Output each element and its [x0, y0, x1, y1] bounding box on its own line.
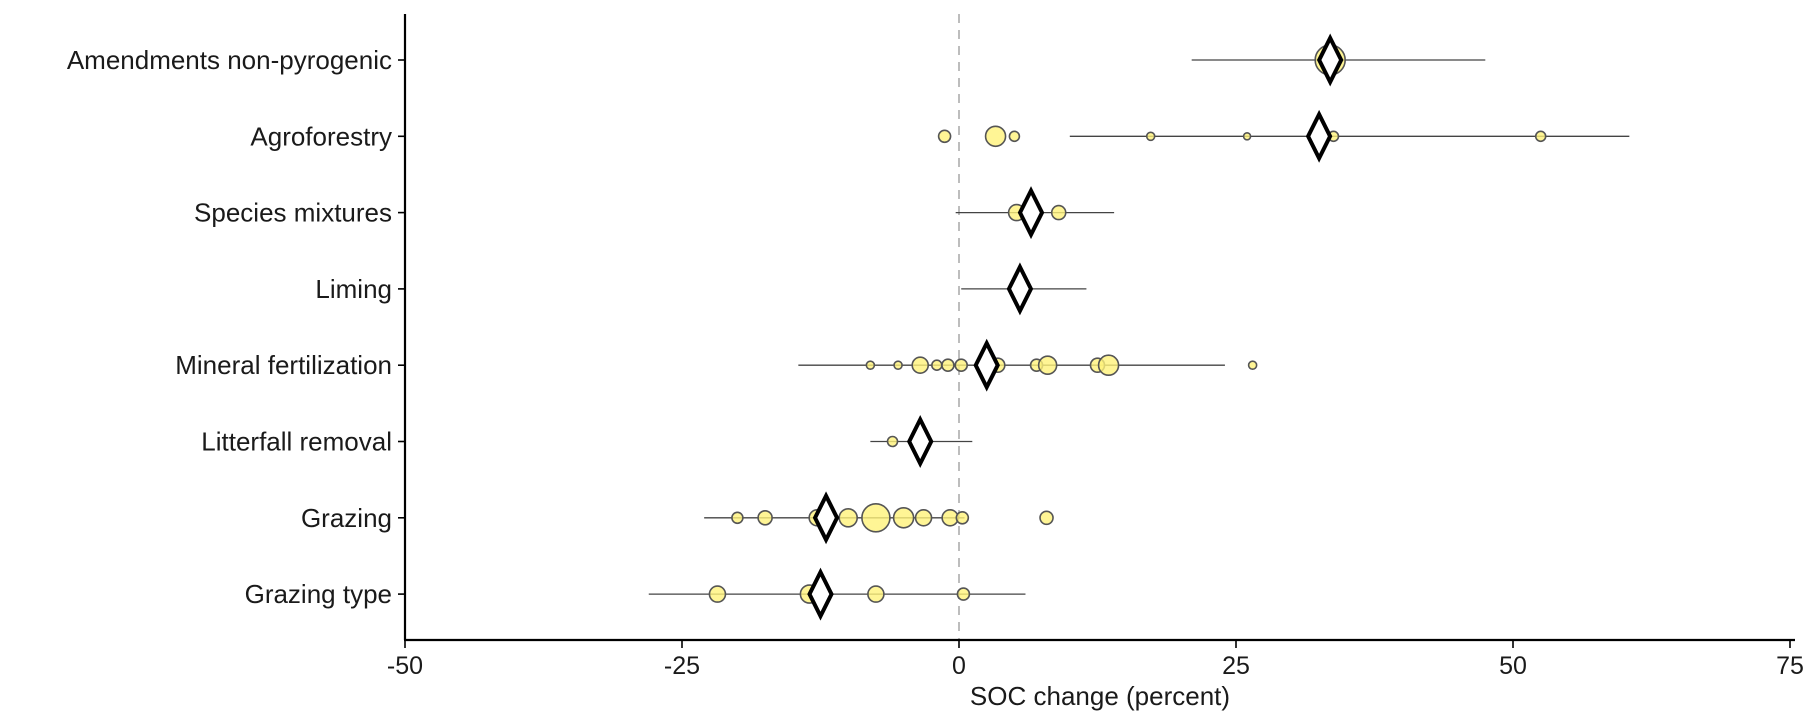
mean-effect-diamond	[1305, 109, 1333, 163]
study-point	[892, 506, 915, 529]
study-point	[1037, 355, 1058, 376]
study-point	[893, 360, 903, 371]
study-point	[911, 356, 930, 375]
y-tick-label: Grazing type	[245, 579, 392, 609]
y-tick-label: Litterfall removal	[201, 427, 392, 457]
study-point	[984, 125, 1007, 148]
y-tick-label: Grazing	[301, 503, 392, 533]
study-point	[865, 360, 876, 371]
x-tick-label: 25	[1222, 652, 1250, 680]
mean-effect-diamond	[1017, 186, 1045, 240]
study-point	[1050, 204, 1067, 221]
x-tick-label: 75	[1776, 652, 1804, 680]
x-axis-title: SOC change (percent)	[970, 681, 1230, 711]
y-tick-label: Agroforestry	[250, 121, 392, 151]
study-point	[931, 359, 943, 372]
study-point	[731, 511, 744, 525]
mean-effect-diamond	[1006, 262, 1034, 316]
study-point	[708, 585, 727, 603]
x-tick-label: 50	[1499, 652, 1527, 680]
study-point	[838, 507, 859, 528]
study-point	[954, 358, 969, 373]
mean-effect-diamond	[906, 415, 934, 468]
mean-effect-diamond	[973, 338, 1000, 392]
study-point	[1145, 131, 1156, 142]
mean-effect-diamond	[812, 491, 840, 545]
mean-effect-diamond	[1316, 33, 1344, 87]
mean-effect-diamond	[807, 567, 834, 621]
study-point	[937, 129, 952, 144]
study-point	[861, 502, 891, 533]
study-point	[914, 508, 933, 527]
x-tick-label: 0	[952, 652, 966, 680]
study-point	[1008, 130, 1021, 143]
x-tick-label: -50	[387, 652, 423, 680]
study-point	[1534, 130, 1547, 143]
study-point	[886, 435, 899, 448]
y-tick-label: Mineral fertilization	[175, 350, 392, 380]
study-point	[956, 587, 971, 601]
y-tick-label: Species mixtures	[194, 198, 392, 228]
y-tick-label: Amendments non-pyrogenic	[67, 45, 392, 75]
study-point	[941, 358, 955, 373]
study-point	[1039, 510, 1054, 526]
y-tick-label: Liming	[315, 274, 392, 304]
study-point	[757, 509, 773, 526]
study-point	[1097, 354, 1120, 377]
study-point	[955, 510, 970, 525]
study-point	[867, 585, 885, 603]
study-point	[1242, 132, 1252, 141]
x-tick-label: -25	[664, 652, 700, 680]
study-point	[1247, 360, 1258, 371]
